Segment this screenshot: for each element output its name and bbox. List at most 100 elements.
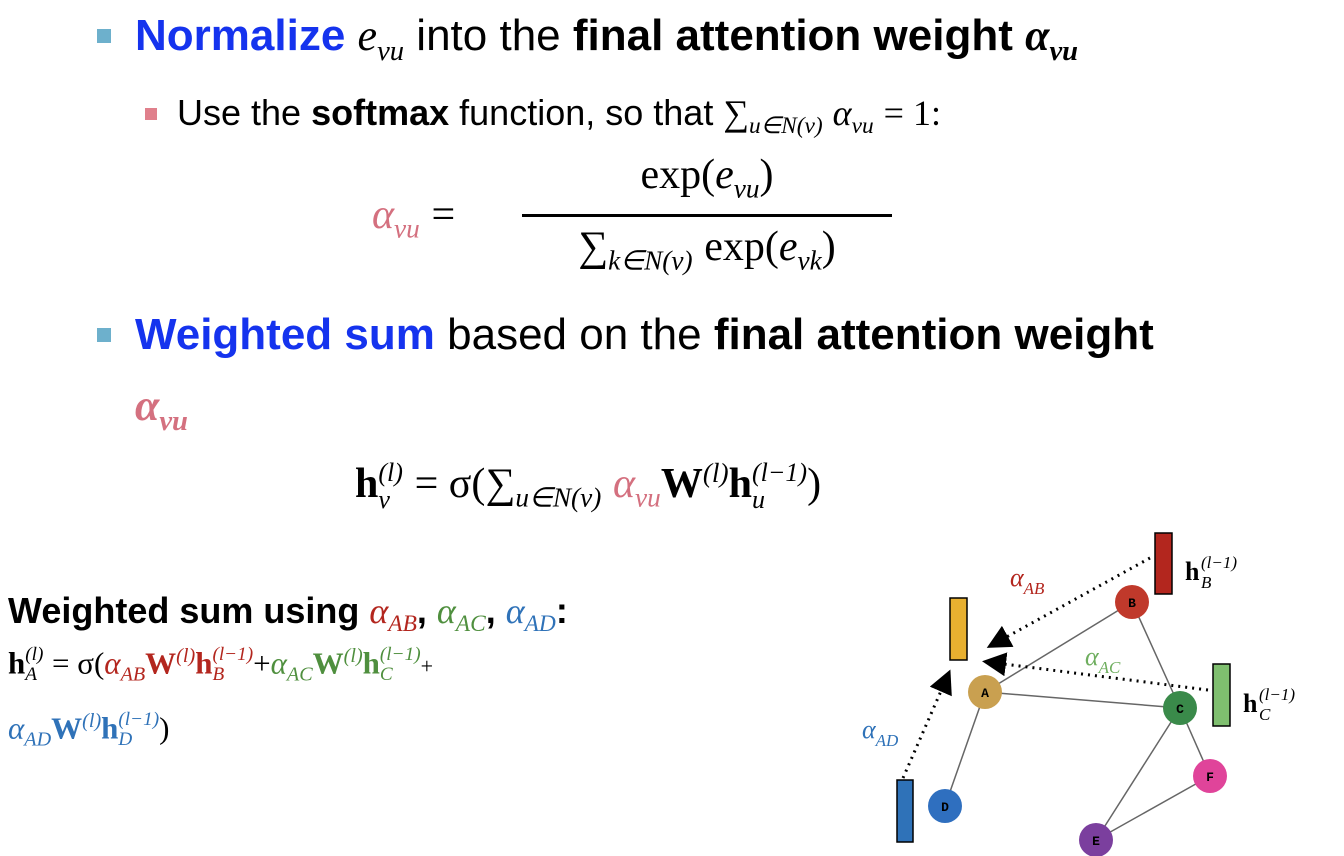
node	[1163, 691, 1197, 725]
shape: (l) A	[25, 644, 44, 686]
text-run: vu	[394, 213, 420, 244]
node	[1115, 585, 1149, 619]
embedding-label: h	[1243, 689, 1258, 718]
node-label: E	[1092, 834, 1100, 849]
text-run: h	[101, 710, 119, 746]
node	[968, 675, 1002, 709]
node-label: F	[1206, 770, 1214, 785]
equation: h (l) v = σ(∑u∈N(v) αvuW(l)h (l−1) u)	[355, 458, 821, 513]
denominator: ∑k∈N(v) exp(evk)	[522, 222, 892, 276]
text-run: = σ(	[414, 461, 486, 507]
edge-label: αAC	[1085, 642, 1121, 677]
box-equation-line: h (l) A = σ(αABW(l)h (l−1) B +αACW(l)h (l−1) C +	[8, 644, 434, 687]
shape	[984, 691, 1181, 709]
fraction-line	[522, 214, 892, 217]
text-run: final attention weight	[713, 310, 1154, 359]
text-run: (l)	[378, 457, 403, 487]
text-run: +	[420, 653, 434, 679]
shape: (l−1) C	[379, 644, 421, 686]
text-run: (l)	[702, 458, 729, 488]
text-run: u	[751, 484, 765, 514]
text-run: e	[778, 224, 798, 270]
text-run: based on the	[447, 310, 702, 359]
bullet-marker	[97, 29, 111, 43]
text-run: Weighted sum using	[8, 590, 360, 631]
text-run: (l−1)	[751, 457, 808, 487]
text-run: ∑	[485, 461, 516, 507]
text-run: (l)	[343, 645, 363, 668]
text-run: A	[25, 664, 37, 686]
text-run: α	[613, 461, 636, 507]
text-run: (l−1)	[379, 644, 421, 665]
text-run: exp(	[704, 224, 779, 270]
alpha: α	[1010, 563, 1025, 592]
text-run: AC	[455, 611, 486, 638]
text-run: ∑	[578, 224, 609, 270]
subscript: C	[1259, 705, 1271, 724]
shape	[1095, 707, 1181, 841]
bullet-marker	[97, 328, 111, 342]
shape: (l−1) D	[118, 709, 160, 750]
text-run: e	[357, 11, 378, 60]
text-run: )	[159, 710, 170, 746]
text-run: ,	[416, 590, 427, 631]
text-run: α	[135, 381, 160, 430]
text-run: vu	[159, 405, 188, 437]
text-run: exp(	[640, 152, 716, 198]
node	[1193, 759, 1227, 793]
embedding-bar	[949, 597, 968, 661]
text-run: W	[312, 645, 344, 681]
text-run: α	[104, 645, 121, 681]
bullet: Weighted sum based on the final attentio…	[135, 310, 1154, 360]
text-run: Weighted sum	[135, 310, 435, 359]
text-run: into the	[416, 11, 561, 60]
text-run: α	[369, 591, 389, 631]
text-run: α	[436, 591, 456, 631]
text-run: h	[362, 645, 380, 681]
text-run: vk	[797, 245, 822, 276]
equation-lhs: αvu =	[372, 190, 455, 244]
text-run: B	[212, 664, 225, 686]
node-label: C	[1176, 702, 1184, 717]
text-run: (l)	[25, 644, 44, 665]
text-run: α	[832, 93, 852, 133]
text-run: vu	[377, 35, 405, 67]
sub-bullet: Use the softmax function, so that ∑u∈N(v…	[177, 92, 941, 140]
shape	[1131, 601, 1181, 709]
text-run: (l)	[176, 645, 196, 668]
superscript: (l−1)	[1201, 553, 1237, 572]
text-run: h	[8, 645, 26, 681]
text-run: α	[372, 192, 395, 238]
text-run: softmax	[311, 92, 450, 133]
text-run: (l−1)	[118, 709, 160, 730]
shape	[901, 669, 952, 779]
embedding-bar	[1154, 532, 1173, 595]
node-label: A	[981, 686, 989, 701]
text-run: W	[660, 461, 703, 507]
embedding-label-scripts: (l−1) B	[1201, 553, 1237, 592]
text-run: vu	[851, 113, 874, 140]
shape: (l) v	[378, 457, 403, 513]
text-run: )	[807, 461, 822, 507]
text-run: α	[505, 591, 525, 631]
node	[928, 789, 962, 823]
text-run: AD	[24, 728, 52, 751]
numerator: exp(evu)	[522, 150, 892, 204]
text-run: k∈N(v)	[608, 245, 693, 276]
edge-label: αAB	[1010, 563, 1045, 598]
subscript: AC	[1098, 658, 1121, 677]
text-run: (l−1)	[212, 644, 254, 665]
text-run: ∑	[723, 93, 750, 133]
text-run: C	[379, 664, 393, 686]
embedding-label-scripts: (l−1) C	[1259, 685, 1295, 724]
node-label: B	[1128, 596, 1136, 611]
text-run: )	[759, 152, 774, 198]
subscript: AB	[1023, 579, 1045, 598]
text-run: h	[728, 461, 752, 507]
text-run: AB	[388, 611, 417, 638]
subscript: AD	[875, 731, 899, 750]
subscript: B	[1201, 573, 1212, 592]
